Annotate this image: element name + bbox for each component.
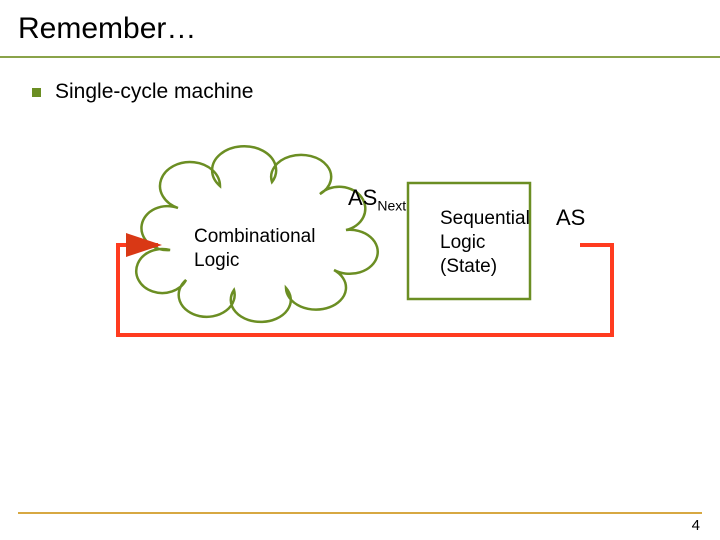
as-out-label: AS: [556, 205, 585, 231]
bullet-row: Single-cycle machine: [0, 58, 720, 104]
footer-divider: [18, 512, 702, 514]
page-title: Remember…: [18, 12, 702, 46]
as-out-main: AS: [556, 205, 585, 230]
page-number: 4: [692, 517, 700, 534]
title-area: Remember…: [0, 0, 720, 58]
bullet-text: Single-cycle machine: [55, 80, 253, 104]
combinational-logic-label: Combinational Logic: [194, 225, 315, 273]
sequential-logic-label: Sequential Logic (State): [440, 207, 530, 278]
as-next-sub: Next: [377, 197, 406, 213]
as-next-label: ASNext: [348, 185, 406, 213]
feedback-path: [118, 245, 612, 335]
as-next-main: AS: [348, 185, 377, 210]
bullet-square-icon: [32, 88, 41, 97]
combinational-line1: Combinational Logic: [194, 226, 315, 271]
sequential-lines: Sequential Logic (State): [440, 208, 530, 277]
